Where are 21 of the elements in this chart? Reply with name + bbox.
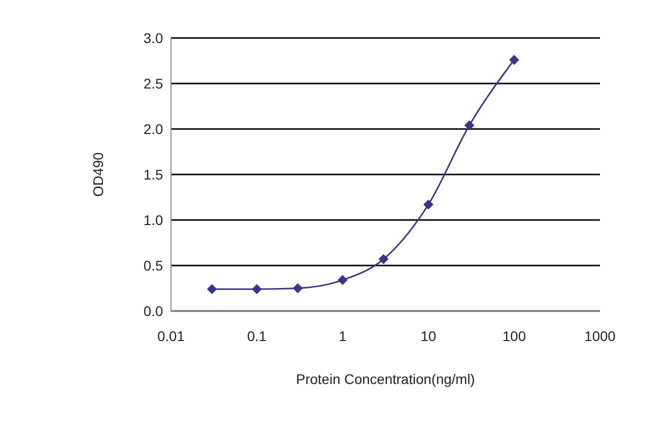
point bbox=[423, 200, 434, 210]
x-tick-label: 0.01 bbox=[157, 328, 185, 344]
x-axis-title: Protein Concentration(ng/ml) bbox=[296, 371, 475, 387]
y-tick-label: 3.0 bbox=[144, 30, 164, 46]
point bbox=[509, 54, 520, 65]
x-tick-label: 100 bbox=[502, 328, 526, 344]
x-tick-label: 1 bbox=[338, 328, 347, 344]
point bbox=[378, 254, 389, 264]
point bbox=[292, 283, 303, 294]
y-tick-label: 1.0 bbox=[144, 212, 164, 228]
y-tick-label: 0.0 bbox=[144, 302, 164, 319]
point bbox=[338, 275, 348, 286]
point bbox=[206, 284, 217, 294]
y-tick-label: 1.5 bbox=[144, 166, 164, 182]
y-tick-label: 2.5 bbox=[144, 75, 164, 92]
y-tick-label: 0.5 bbox=[144, 257, 164, 274]
y-axis-title: OD490 bbox=[90, 152, 106, 197]
x-tick-label: 10 bbox=[420, 328, 436, 344]
x-tick-label: 1000 bbox=[584, 328, 616, 344]
x-tick-label: 0.1 bbox=[247, 328, 267, 344]
y-tick-label: 2.0 bbox=[144, 120, 164, 137]
